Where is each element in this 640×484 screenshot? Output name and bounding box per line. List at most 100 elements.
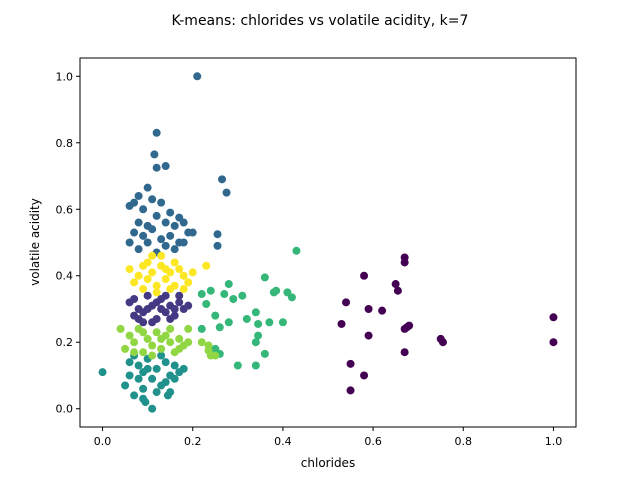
data-point-cluster-3	[125, 358, 134, 367]
data-point-cluster-0	[400, 253, 409, 262]
data-point-cluster-4	[251, 361, 260, 370]
data-point-cluster-2	[157, 235, 166, 244]
data-point-cluster-3	[134, 374, 143, 383]
data-point-cluster-5	[125, 331, 134, 340]
data-point-cluster-3	[161, 378, 170, 387]
data-point-cluster-3	[166, 388, 175, 397]
x-tick-label: 0.2	[184, 435, 202, 448]
data-point-cluster-0	[400, 348, 409, 357]
data-point-cluster-2	[188, 228, 197, 237]
data-point-cluster-2	[218, 175, 227, 184]
data-point-cluster-1	[143, 304, 152, 313]
data-point-cluster-5	[139, 348, 148, 357]
data-point-cluster-2	[152, 163, 161, 172]
y-tick-label: 0.2	[56, 336, 74, 349]
data-point-cluster-3	[157, 351, 166, 360]
data-point-cluster-2	[170, 221, 179, 230]
data-point-cluster-3	[170, 361, 179, 370]
data-point-cluster-0	[342, 298, 351, 307]
data-point-cluster-3	[141, 398, 150, 407]
data-point-cluster-2	[150, 150, 159, 159]
data-point-cluster-4	[224, 318, 233, 327]
data-point-cluster-6	[170, 258, 179, 267]
data-point-cluster-6	[175, 265, 184, 274]
data-point-cluster-3	[161, 358, 170, 367]
data-point-cluster-1	[166, 314, 175, 323]
data-point-cluster-2	[139, 231, 148, 240]
data-point-cluster-0	[549, 313, 558, 322]
chart-title: K-means: chlorides vs volatile acidity, …	[172, 13, 469, 29]
data-point-cluster-6	[184, 278, 193, 287]
data-point-cluster-2	[152, 211, 161, 220]
x-tick-label: 0.0	[94, 435, 112, 448]
data-point-cluster-4	[260, 349, 269, 358]
data-point-cluster-1	[175, 298, 184, 307]
data-point-cluster-0	[393, 286, 402, 295]
data-point-cluster-4	[229, 295, 238, 304]
data-point-cluster-0	[346, 386, 355, 395]
data-point-cluster-3	[179, 364, 188, 373]
data-point-cluster-5	[143, 334, 152, 343]
data-point-cluster-4	[272, 286, 281, 295]
data-point-cluster-4	[251, 308, 260, 317]
data-point-cluster-5	[139, 328, 148, 337]
data-point-cluster-2	[193, 72, 202, 81]
data-point-cluster-4	[278, 318, 287, 327]
data-point-cluster-6	[134, 271, 143, 280]
data-point-cluster-5	[148, 351, 157, 360]
data-point-cluster-6	[139, 285, 148, 294]
data-point-cluster-6	[152, 281, 161, 290]
data-point-cluster-3	[152, 388, 161, 397]
data-point-cluster-4	[251, 338, 260, 347]
data-point-cluster-6	[179, 271, 188, 280]
data-point-cluster-3	[148, 404, 157, 413]
x-axis-label: chlorides	[301, 456, 355, 470]
y-tick-label: 0.4	[56, 270, 74, 283]
data-point-cluster-1	[161, 291, 170, 300]
data-point-cluster-2	[213, 241, 222, 250]
y-axis: 0.0 0.2 0.4 0.6 0.8 1.0	[56, 70, 80, 416]
data-point-cluster-1	[148, 318, 157, 327]
data-point-cluster-5	[175, 344, 184, 353]
data-point-cluster-6	[125, 265, 134, 274]
data-point-cluster-1	[134, 314, 143, 323]
data-point-cluster-4	[220, 290, 229, 299]
data-point-cluster-3	[134, 361, 143, 370]
data-point-cluster-6	[188, 268, 197, 277]
data-point-cluster-2	[157, 198, 166, 207]
data-point-cluster-2	[134, 191, 143, 200]
y-tick-label: 0.8	[56, 137, 74, 150]
y-tick-label: 1.0	[56, 70, 74, 83]
data-point-cluster-2	[125, 238, 134, 247]
data-point-cluster-1	[157, 304, 166, 313]
data-point-cluster-2	[134, 245, 143, 254]
data-point-cluster-2	[166, 208, 175, 217]
data-point-cluster-5	[152, 328, 161, 337]
data-point-cluster-4	[238, 291, 247, 300]
data-point-cluster-0	[391, 280, 400, 289]
data-point-cluster-3	[98, 368, 107, 377]
data-point-cluster-2	[170, 245, 179, 254]
x-tick-label: 0.8	[455, 435, 473, 448]
data-point-cluster-3	[170, 374, 179, 383]
data-point-cluster-6	[148, 251, 157, 260]
data-point-cluster-6	[152, 288, 161, 297]
data-point-cluster-6	[161, 265, 170, 274]
data-point-cluster-2	[161, 162, 170, 171]
data-point-cluster-4	[197, 324, 206, 333]
data-point-cluster-2	[134, 218, 143, 227]
data-point-cluster-2	[125, 201, 134, 210]
data-point-cluster-2	[166, 231, 175, 240]
data-point-cluster-1	[170, 304, 179, 313]
data-point-cluster-4	[224, 280, 233, 289]
data-point-cluster-0	[364, 304, 373, 313]
y-tick-label: 0.6	[56, 203, 74, 216]
data-point-cluster-0	[378, 306, 387, 315]
data-point-cluster-3	[125, 371, 134, 380]
y-axis-label: volatile acidity	[28, 198, 42, 286]
data-point-cluster-0	[364, 331, 373, 340]
data-point-cluster-4	[287, 293, 296, 302]
data-point-cluster-6	[139, 261, 148, 270]
data-point-cluster-1	[143, 291, 152, 300]
